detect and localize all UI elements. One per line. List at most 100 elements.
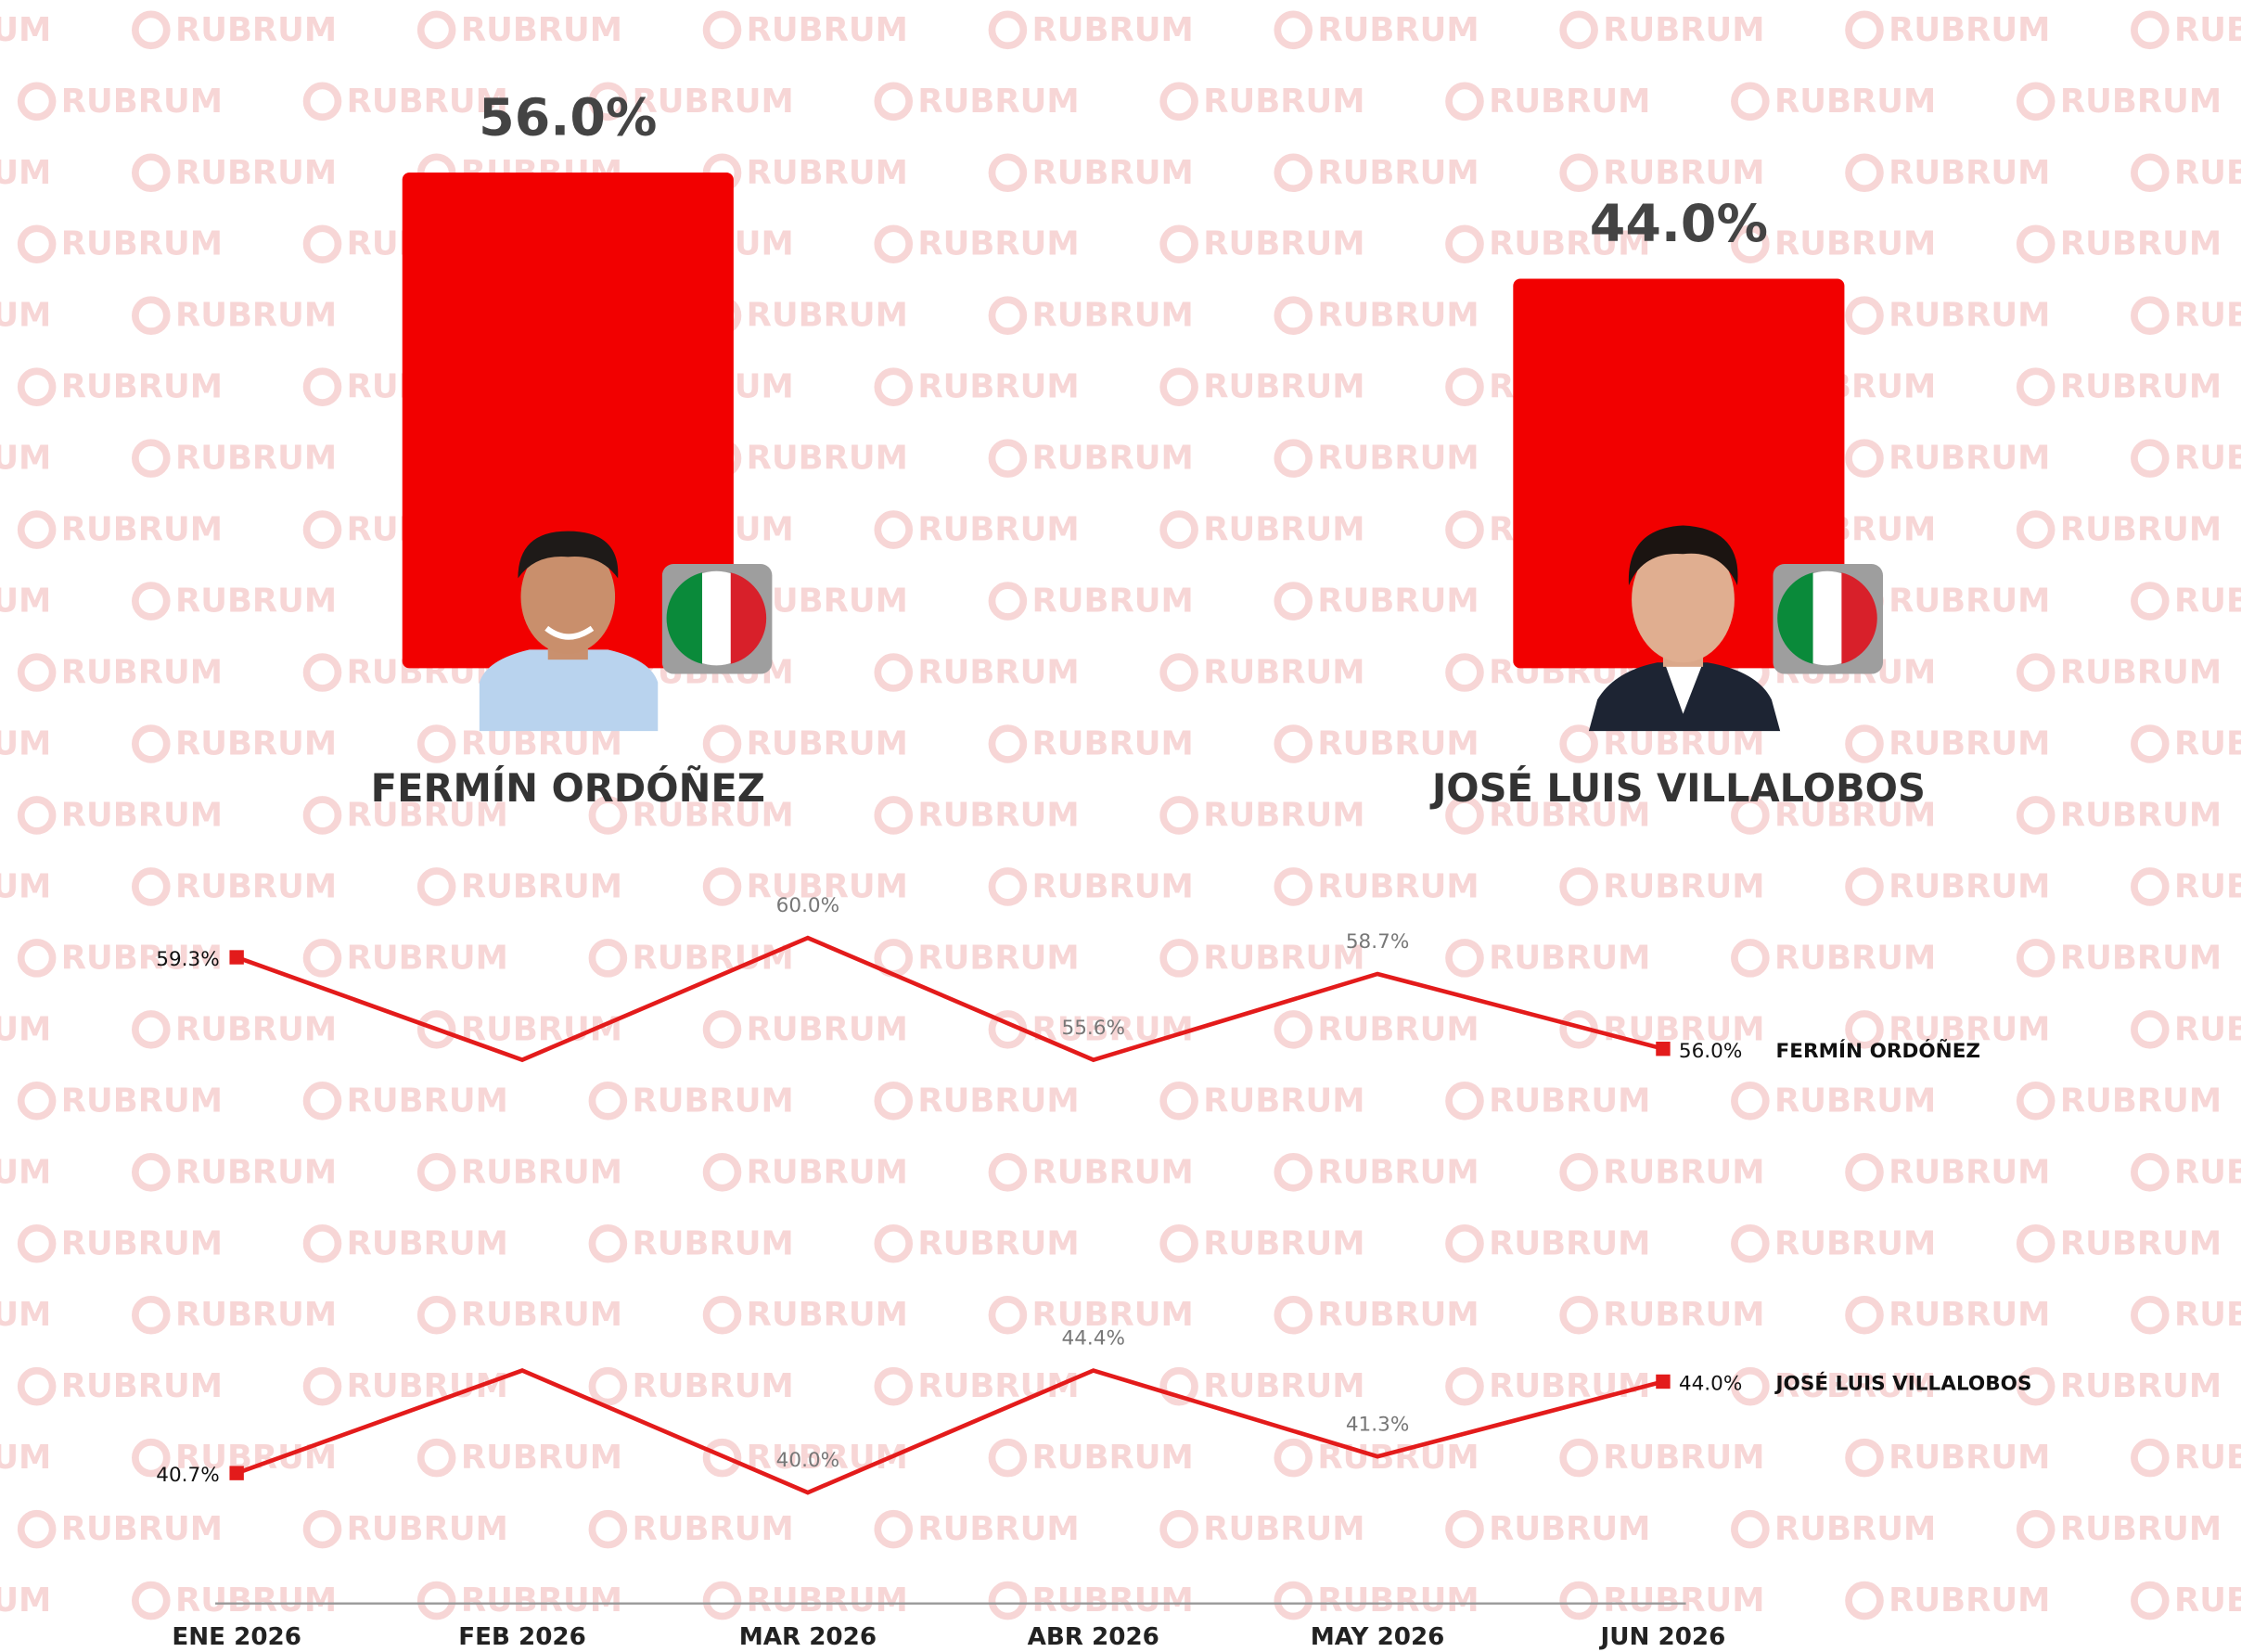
bar-value-label: 44.0% <box>1590 195 1768 254</box>
watermark-text: RUBRUM <box>175 1153 337 1191</box>
watermark-text: RUBRUM <box>0 11 51 49</box>
watermark-text: RUBRUM <box>347 1082 508 1120</box>
legend-label: FERMÍN ORDÓÑEZ <box>1776 1039 1981 1063</box>
watermark-text: RUBRUM <box>175 154 337 192</box>
watermark-text: RUBRUM <box>1032 154 1194 192</box>
watermark-text: RUBRUM <box>1603 1582 1764 1620</box>
end-marker <box>229 950 243 964</box>
watermark-text: RUBRUM <box>1603 154 1764 192</box>
watermark-text: RUBRUM <box>1203 1367 1364 1405</box>
watermark-text: RUBRUM <box>1317 1296 1479 1334</box>
watermark-text: RUBRUM <box>175 1296 337 1334</box>
watermark-text: RUBRUM <box>917 83 1079 121</box>
watermark-text: RUBRUM <box>633 1082 794 1120</box>
watermark-text: RUBRUM <box>175 440 337 478</box>
watermark-text: RUBRUM <box>1489 1367 1650 1405</box>
legend-label: JOSÉ LUIS VILLALOBOS <box>1774 1372 2032 1396</box>
watermark-text: RUBRUM <box>2174 11 2241 49</box>
watermark-text: RUBRUM <box>1774 939 1936 977</box>
watermark-text: RUBRUM <box>347 1510 508 1548</box>
chart: RUBRUM RUBRUM RUBRUM RUBRUM RUBRUM RUBRUM RUBR… <box>0 0 2241 1652</box>
watermark-text: RUBRUM <box>1317 297 1479 335</box>
watermark-text: RUBRUM <box>1889 440 2050 478</box>
watermark-text: RUBRUM <box>1203 511 1364 549</box>
watermark-text: RUBRUM <box>1032 1582 1194 1620</box>
watermark-text: RUBRUM <box>175 11 337 49</box>
watermark-text: RUBRUM <box>175 1010 337 1048</box>
watermark-text: RUBRUM <box>1889 867 2050 905</box>
watermark-text: RUBRUM <box>1317 725 1479 763</box>
watermark-text: RUBRUM <box>2174 867 2241 905</box>
watermark-text: RUBRUM <box>461 1439 622 1477</box>
data-label: 41.3% <box>1346 1413 1409 1436</box>
watermark-text: RUBRUM <box>2060 1082 2222 1120</box>
end-marker <box>1656 1375 1670 1389</box>
watermark-text: RUBRUM <box>461 867 622 905</box>
watermark-text: RUBRUM <box>1603 11 1764 49</box>
watermark-text: RUBRUM <box>2060 225 2222 263</box>
watermark-text: RUBRUM <box>0 297 51 335</box>
watermark-text: RUBRUM <box>347 1224 508 1262</box>
data-label: 56.0% <box>1679 1040 1742 1063</box>
data-label: 44.0% <box>1679 1373 1742 1396</box>
watermark-text: RUBRUM <box>1889 1582 2050 1620</box>
party-logo <box>1773 564 1883 674</box>
watermark-text: RUBRUM <box>2174 1153 2241 1191</box>
watermark-text: RUBRUM <box>1889 583 2050 621</box>
watermark-text: RUBRUM <box>747 1010 908 1048</box>
watermark-text: RUBRUM <box>0 440 51 478</box>
watermark-text: RUBRUM <box>1489 1510 1650 1548</box>
watermark-text: RUBRUM <box>747 297 908 335</box>
watermark-text: RUBRUM <box>1489 1224 1650 1262</box>
x-tick-label: ENE 2026 <box>172 1623 301 1651</box>
watermark-text: RUBRUM <box>61 1367 223 1405</box>
watermark-text: RUBRUM <box>1032 11 1194 49</box>
watermark-text: RUBRUM <box>0 154 51 192</box>
watermark-text: RUBRUM <box>747 1153 908 1191</box>
watermark-text: RUBRUM <box>1317 154 1479 192</box>
data-label: 58.7% <box>1346 930 1409 954</box>
watermark-text: RUBRUM <box>1317 11 1479 49</box>
watermark-text: RUBRUM <box>347 939 508 977</box>
watermark-text: RUBRUM <box>917 939 1079 977</box>
watermark-text: RUBRUM <box>917 1082 1079 1120</box>
watermark-text: RUBRUM <box>61 511 223 549</box>
watermark-text: RUBRUM <box>2060 1224 2222 1262</box>
watermark-text: RUBRUM <box>2060 939 2222 977</box>
x-tick-label: MAR 2026 <box>739 1623 877 1651</box>
x-tick-label: JUN 2026 <box>1599 1623 1726 1651</box>
watermark-text: RUBRUM <box>2174 725 2241 763</box>
watermark-text: RUBRUM <box>175 1582 337 1620</box>
watermark-text: RUBRUM <box>1032 297 1194 335</box>
watermark-text: RUBRUM <box>2174 1439 2241 1477</box>
watermark-text: RUBRUM <box>917 1224 1079 1262</box>
watermark-text: RUBRUM <box>1774 1224 1936 1262</box>
watermark-text: RUBRUM <box>2060 654 2222 692</box>
watermark-text: RUBRUM <box>461 1153 622 1191</box>
watermark-text: RUBRUM <box>2060 1367 2222 1405</box>
watermark-text: RUBRUM <box>633 1224 794 1262</box>
watermark-text: RUBRUM <box>1317 583 1479 621</box>
watermark-text: RUBRUM <box>747 725 908 763</box>
watermark-text: RUBRUM <box>461 1296 622 1334</box>
watermark-text: RUBRUM <box>1889 11 2050 49</box>
watermark-text: RUBRUM <box>1889 154 2050 192</box>
watermark-text: RUBRUM <box>2174 1296 2241 1334</box>
watermark-text: RUBRUM <box>1889 1296 2050 1334</box>
watermark-text: RUBRUM <box>1203 654 1364 692</box>
watermark-text: RUBRUM <box>1203 1224 1364 1262</box>
watermark-text: RUBRUM <box>1317 440 1479 478</box>
end-marker <box>229 1466 243 1479</box>
watermark-text: RUBRUM <box>1489 1082 1650 1120</box>
watermark-text: RUBRUM <box>61 796 223 834</box>
page: RUBRUM RUBRUM RUBRUM RUBRUM RUBRUM RUBRUM RUBR… <box>0 0 2241 1652</box>
watermark-text: RUBRUM <box>2174 1582 2241 1620</box>
watermark-text: RUBRUM <box>1032 583 1194 621</box>
watermark-text: RUBRUM <box>747 1582 908 1620</box>
watermark-text: RUBRUM <box>1317 1153 1479 1191</box>
data-label: 59.3% <box>156 948 219 971</box>
watermark-text: RUBRUM <box>1203 368 1364 406</box>
watermark-text: RUBRUM <box>0 1439 51 1477</box>
watermark-text: RUBRUM <box>1317 1010 1479 1048</box>
watermark-text: RUBRUM <box>1489 83 1650 121</box>
